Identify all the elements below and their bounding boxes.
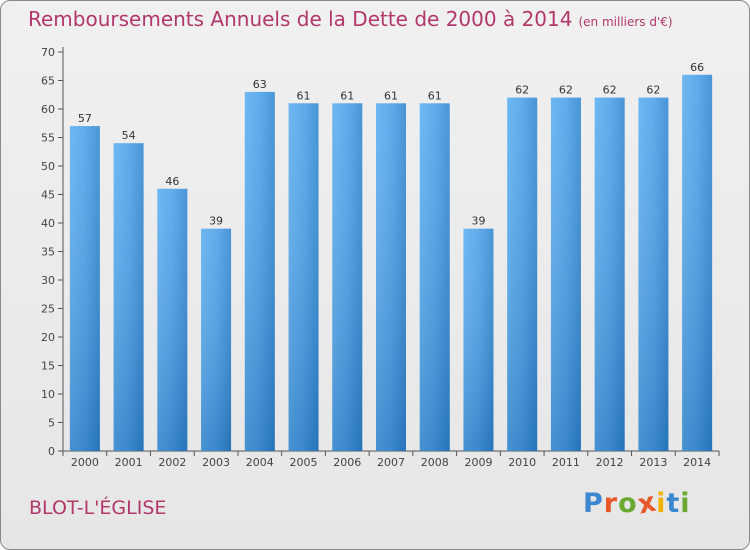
data-label: 39	[471, 215, 485, 228]
x-tick-label: 2014	[683, 456, 711, 469]
data-label: 62	[559, 84, 573, 97]
bar-shade	[288, 103, 319, 452]
bar-shade	[594, 97, 625, 451]
x-tick-label: 2008	[421, 456, 449, 469]
y-tick-label: 60	[41, 103, 55, 116]
bar-shade	[332, 103, 363, 452]
bar-shade	[376, 103, 406, 452]
x-tick-label: 2003	[202, 456, 230, 469]
y-tick-label: 5	[48, 417, 55, 430]
x-tick-label: 2001	[115, 456, 143, 469]
bar-shade	[113, 143, 144, 451]
y-tick-label: 55	[41, 132, 55, 145]
data-label: 57	[78, 112, 92, 125]
logo-letter: o	[618, 488, 638, 519]
logo-letter: P	[583, 488, 604, 519]
bar-shade	[682, 74, 713, 452]
data-label: 46	[165, 175, 179, 188]
bar-shade	[419, 103, 450, 452]
y-tick-label: 15	[41, 360, 55, 373]
data-label: 54	[122, 129, 136, 142]
proxiti-logo: Proxiti	[583, 486, 691, 520]
x-tick-label: 2010	[508, 456, 536, 469]
y-tick-label: 65	[41, 75, 55, 88]
data-label: 39	[209, 215, 223, 228]
y-tick-label: 20	[41, 331, 55, 344]
y-tick-label: 40	[41, 217, 55, 230]
x-tick-label: 2000	[71, 456, 99, 469]
data-label: 61	[340, 89, 354, 102]
data-label: 61	[297, 89, 311, 102]
data-label: 61	[428, 89, 442, 102]
x-tick-label: 2011	[552, 456, 580, 469]
y-tick-label: 0	[48, 445, 55, 458]
commune-name: BLOT-L'ÉGLISE	[29, 497, 167, 519]
y-tick-label: 70	[41, 46, 55, 59]
chart-title: Remboursements Annuels de la Dette de 20…	[28, 7, 673, 31]
x-tick-label: 2013	[639, 456, 667, 469]
chart-title-main: Remboursements Annuels de la Dette de 20…	[28, 7, 573, 31]
data-label: 62	[515, 84, 529, 97]
bar-shade	[638, 97, 669, 451]
bar-shade	[550, 97, 581, 451]
data-label: 66	[690, 61, 704, 74]
data-label: 62	[646, 84, 660, 97]
data-label: 62	[603, 84, 617, 97]
bar-shade	[507, 97, 538, 451]
x-tick-label: 2006	[333, 456, 361, 469]
y-tick-label: 50	[41, 160, 55, 173]
chart-unit-note: (en milliers d'€)	[578, 15, 673, 29]
bar-shade	[201, 228, 232, 451]
logo-letter: r	[603, 488, 619, 519]
bar-shade	[157, 188, 188, 452]
bar-shade	[463, 228, 494, 451]
y-tick-label: 45	[41, 189, 55, 202]
bar-shade	[244, 91, 275, 452]
x-tick-label: 2009	[464, 456, 492, 469]
data-label: 61	[384, 89, 398, 102]
logo-letter: i	[680, 488, 691, 519]
y-tick-label: 25	[41, 303, 55, 316]
y-tick-label: 10	[41, 388, 55, 401]
x-tick-label: 2005	[290, 456, 318, 469]
x-tick-label: 2004	[246, 456, 274, 469]
logo-letter: t	[666, 488, 681, 519]
x-tick-label: 2012	[596, 456, 624, 469]
y-tick-label: 30	[41, 274, 55, 287]
bar-shade	[69, 126, 100, 451]
logo-letter: i	[656, 488, 667, 519]
x-tick-label: 2002	[158, 456, 186, 469]
y-tick-label: 35	[41, 246, 55, 259]
x-tick-label: 2007	[377, 456, 405, 469]
data-label: 63	[253, 78, 267, 91]
